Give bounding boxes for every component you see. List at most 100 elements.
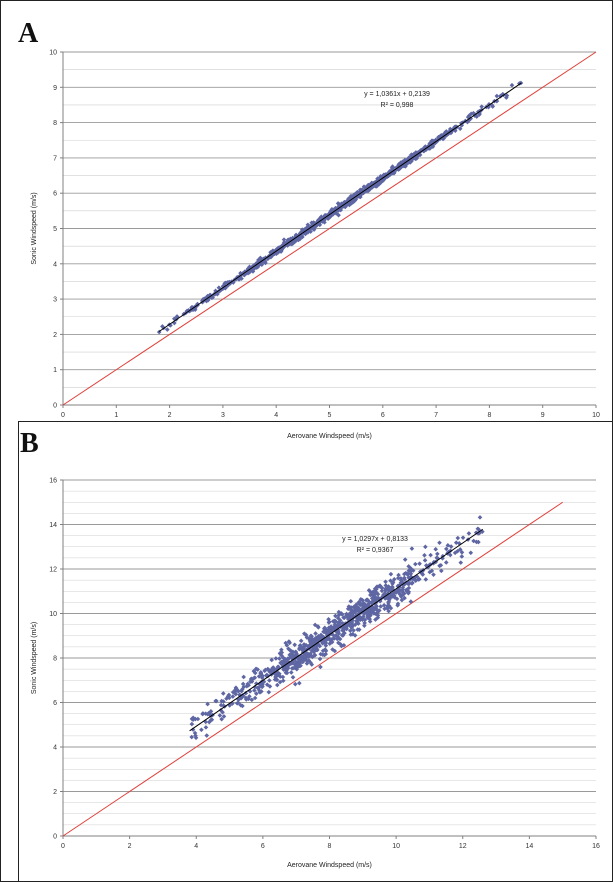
scatter-point: [426, 143, 431, 149]
identity-line: [62, 501, 563, 837]
scatter-point: [440, 136, 446, 142]
scatter-point: [272, 671, 277, 676]
scatter-point: [365, 615, 371, 620]
scatter-point: [346, 604, 352, 609]
scatter-point: [417, 561, 422, 566]
scatter-point: [309, 220, 314, 226]
scatter-point: [390, 584, 395, 590]
scatter-point: [256, 257, 261, 263]
scatter-point: [238, 270, 243, 276]
x-axis-label: Aerovane Windspeed (m/s): [287, 433, 372, 440]
scatter-point: [316, 633, 321, 639]
panel-letter: A: [18, 18, 39, 49]
scatter-point: [395, 575, 401, 581]
scatter-point: [243, 697, 249, 702]
scatter-point: [444, 546, 449, 552]
scatter-point: [362, 623, 367, 628]
scatter-point: [266, 689, 272, 695]
scatter-point: [296, 237, 301, 243]
scatter-point: [396, 585, 402, 590]
scatter-point: [288, 236, 293, 242]
scatter-point: [360, 603, 366, 609]
scatter-point: [318, 214, 324, 220]
trendline: [189, 528, 484, 732]
scatter-point: [299, 227, 305, 232]
scatter-point: [322, 625, 328, 631]
scatter-point: [203, 725, 209, 730]
scatter-point: [286, 646, 291, 652]
scatter-point: [205, 701, 210, 707]
scatter-point: [290, 656, 295, 662]
scatter-point: [354, 606, 360, 611]
scatter-point: [217, 713, 223, 718]
y-tick-label: 4: [53, 261, 57, 268]
scatter-point: [331, 625, 337, 630]
scatter-point: [388, 578, 393, 584]
scatter-point: [303, 632, 309, 638]
y-tick-label: 8: [53, 656, 57, 663]
scatter-point: [327, 641, 333, 646]
scatter-point: [259, 680, 264, 686]
scatter-point: [370, 181, 376, 187]
scatter-point: [355, 627, 360, 632]
y-tick-label: 1: [53, 367, 57, 374]
scatter-point: [504, 93, 510, 98]
scatter-point: [289, 661, 295, 666]
scatter-point: [400, 589, 406, 595]
scatter-point: [409, 581, 415, 586]
scatter-point: [252, 675, 258, 681]
scatter-point: [300, 655, 305, 660]
scatter-point: [195, 716, 201, 722]
scatter-point: [308, 229, 313, 234]
scatter-point: [430, 144, 436, 150]
scatter-point: [275, 666, 280, 672]
scatter-point: [293, 664, 299, 670]
scatter-point: [427, 569, 433, 575]
scatter-point: [193, 735, 199, 741]
scatter-point: [396, 572, 401, 578]
scatter-point: [297, 663, 302, 669]
scatter-point: [326, 625, 332, 631]
y-tick-label: 10: [49, 611, 57, 618]
scatter-point: [504, 95, 509, 100]
r-squared: R² = 0,9367: [357, 547, 394, 554]
scatter-point: [301, 645, 307, 650]
scatter-point: [384, 594, 390, 600]
scatter-point: [270, 248, 276, 254]
scatter-point: [309, 654, 315, 659]
y-tick-label: 9: [53, 85, 57, 92]
scatter-point: [436, 134, 441, 140]
scatter-point: [412, 575, 418, 581]
scatter-point: [490, 104, 496, 109]
scatter-point: [394, 590, 399, 595]
scatter-point: [325, 216, 331, 221]
scatter-point: [223, 284, 228, 290]
scatter-point: [334, 636, 340, 642]
trendline-equation: y = 1,0361x + 0,2139: [364, 91, 430, 98]
scatter-point: [270, 665, 276, 670]
scatter-point: [165, 327, 170, 332]
scatter-point: [453, 540, 459, 545]
scatter-point: [301, 642, 307, 647]
scatter-point: [240, 703, 245, 709]
scatter-point: [280, 674, 286, 680]
scatter-point: [367, 619, 373, 624]
y-tick-label: 16: [49, 478, 57, 485]
scatter-point: [437, 540, 442, 546]
scatter-point: [344, 198, 350, 204]
scatter-point: [328, 209, 334, 215]
scatter-point: [315, 624, 321, 629]
scatter-point: [250, 269, 256, 274]
x-tick-label: 9: [541, 412, 545, 419]
scatter-point: [311, 639, 317, 645]
scatter-point: [172, 320, 177, 326]
scatter-point: [189, 734, 195, 740]
scatter-point: [297, 661, 302, 667]
scatter-point: [459, 554, 465, 559]
scatter-point: [329, 639, 334, 645]
scatter-point: [254, 681, 259, 686]
scatter-point: [380, 173, 386, 179]
scatter-point: [348, 616, 354, 621]
y-tick-label: 6: [53, 700, 57, 707]
